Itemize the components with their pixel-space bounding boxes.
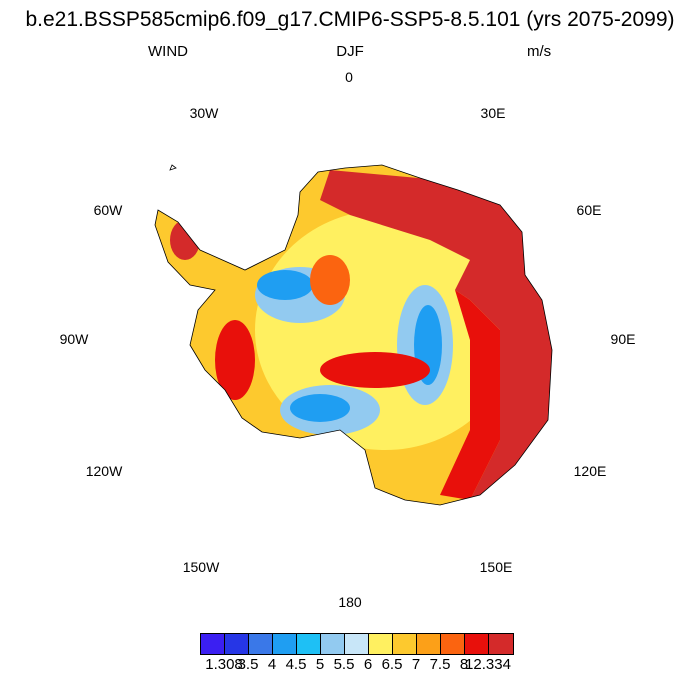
lon-label-60e: 60E <box>576 202 602 218</box>
lon-label-120w: 120W <box>85 463 123 479</box>
lon-label-150w: 150W <box>182 559 220 575</box>
wind-fill-west-lowest <box>257 270 313 300</box>
colorbar-tick-label: 8 <box>459 656 469 673</box>
colorbar-swatch <box>489 634 513 654</box>
colorbar-tick-label: 3.5 <box>237 656 259 673</box>
island-outline <box>169 164 177 171</box>
wind-fill-westcoast-high <box>215 320 255 400</box>
colorbar-tick-label: 6 <box>363 656 373 673</box>
colorbar-tick-label: 7.5 <box>429 656 451 673</box>
variable-label: WIND <box>148 43 188 60</box>
wind-fill-east-band <box>440 290 500 500</box>
lon-label-150e: 150E <box>479 559 513 575</box>
lon-label-120e: 120E <box>573 463 607 479</box>
lon-label-90w: 90W <box>59 331 89 347</box>
colorbar-swatch <box>393 634 417 654</box>
lon-label-90e: 90E <box>610 331 636 347</box>
colorbar-tick-label: 5 <box>315 656 325 673</box>
season-label: DJF <box>336 43 364 60</box>
colorbar-tick-label: 1.308 <box>205 656 243 673</box>
lon-label-60w: 60W <box>93 202 123 218</box>
colorbar-tick-label: 7 <box>411 656 421 673</box>
wind-fill-peninsula-high <box>170 220 200 260</box>
colorbar-swatch <box>441 634 465 654</box>
colorbar-swatch <box>465 634 489 654</box>
lon-label-0: 0 <box>345 69 353 85</box>
units-label: m/s <box>527 43 552 60</box>
colorbar-tick-label: 5.5 <box>333 656 355 673</box>
lon-label-30e: 30E <box>480 105 506 121</box>
colorbar-swatch <box>297 634 321 654</box>
colorbar-tick-label: 12.334 <box>465 656 511 673</box>
wind-field <box>155 165 552 505</box>
colorbar-swatch <box>225 634 249 654</box>
colorbar-swatch <box>249 634 273 654</box>
colorbar-swatch <box>369 634 393 654</box>
colorbar-swatch <box>201 634 225 654</box>
colorbar <box>200 633 514 655</box>
lon-label-30w: 30W <box>189 105 219 121</box>
wind-fill-rossshelf-lowest <box>290 394 350 422</box>
colorbar-swatch <box>273 634 297 654</box>
colorbar-swatch <box>345 634 369 654</box>
coastline <box>154 164 553 506</box>
colorbar-tick-label: 6.5 <box>381 656 403 673</box>
plot-title: b.e21.BSSP585cmip6.f09_g17.CMIP6-SSP5-8.… <box>25 8 675 31</box>
wind-fill-central-high <box>320 352 430 388</box>
colorbar-swatch <box>417 634 441 654</box>
lon-label-180: 180 <box>338 594 362 610</box>
colorbar-tick-label: 4 <box>267 656 277 673</box>
colorbar-tick-label: 4.5 <box>285 656 307 673</box>
wind-fill-plateau-high <box>310 255 350 305</box>
colorbar-swatch <box>321 634 345 654</box>
